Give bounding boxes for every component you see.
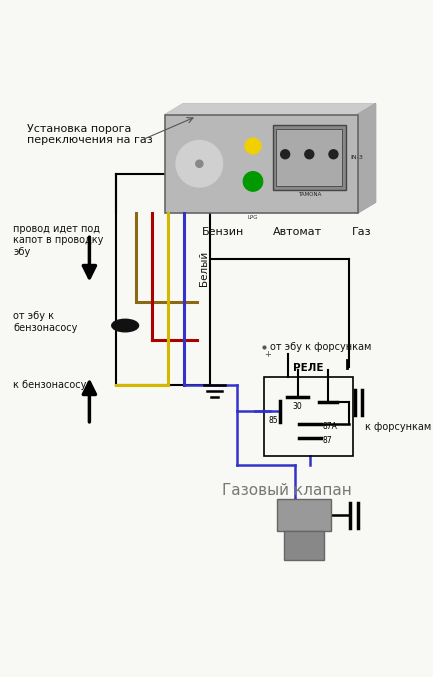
Circle shape [329, 150, 338, 158]
Text: Установка порога
переключения на газ: Установка порога переключения на газ [27, 123, 152, 145]
Text: к бензонасосу: к бензонасосу [13, 380, 87, 390]
Bar [284, 531, 323, 560]
Text: Автомат: Автомат [273, 227, 322, 237]
Circle shape [243, 171, 263, 192]
Text: РЕЛЕ: РЕЛЕ [293, 363, 323, 373]
Circle shape [281, 150, 290, 158]
Text: Белый: Белый [199, 250, 209, 286]
Bar [165, 114, 358, 213]
Text: TAMONA: TAMONA [297, 192, 321, 197]
Text: 87A: 87A [323, 422, 338, 431]
Bar [277, 499, 331, 531]
Text: 85: 85 [268, 416, 278, 425]
Text: IN-3: IN-3 [350, 155, 363, 160]
Text: Газ: Газ [352, 227, 372, 237]
Polygon shape [165, 104, 375, 114]
Polygon shape [358, 104, 375, 213]
Bar [264, 377, 353, 456]
Text: провод идет под
капот в проводку
эбу: провод идет под капот в проводку эбу [13, 223, 104, 257]
Bar [273, 125, 346, 190]
Circle shape [305, 150, 314, 158]
Bar [276, 129, 343, 186]
Circle shape [245, 138, 261, 154]
Text: +: + [264, 349, 271, 359]
Text: Бензин: Бензин [202, 227, 245, 237]
Text: к форсункам: к форсункам [365, 422, 431, 431]
Text: LPG: LPG [248, 215, 258, 220]
Text: Газовый клапан: Газовый клапан [222, 483, 352, 498]
Circle shape [196, 160, 203, 167]
Text: 30: 30 [293, 402, 303, 412]
Text: от эбу к
бензонасосу: от эбу к бензонасосу [13, 311, 78, 333]
Text: 87: 87 [323, 437, 333, 445]
Ellipse shape [112, 320, 139, 332]
Circle shape [176, 141, 223, 187]
Text: от эбу к форсункам: от эбу к форсункам [270, 342, 372, 352]
